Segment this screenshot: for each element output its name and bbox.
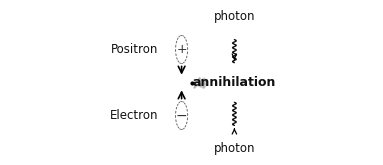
- Text: photon: photon: [214, 142, 255, 155]
- Text: annihilation: annihilation: [193, 76, 276, 89]
- Text: Electron: Electron: [110, 109, 159, 122]
- Text: Positron: Positron: [111, 43, 159, 56]
- Text: −: −: [176, 109, 187, 122]
- Text: +: +: [176, 43, 187, 56]
- Text: photon: photon: [214, 10, 255, 23]
